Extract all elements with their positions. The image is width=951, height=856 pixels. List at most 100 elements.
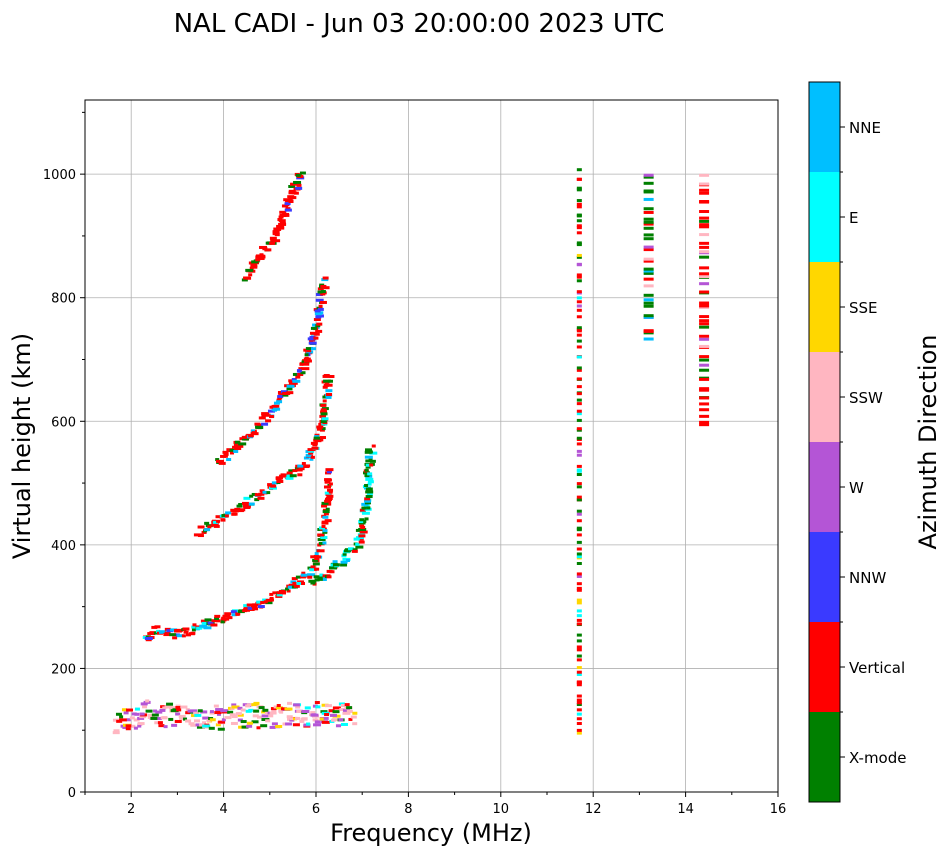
- data-point: [343, 709, 351, 713]
- series-O-trace: [142, 468, 334, 642]
- data-point: [282, 591, 287, 595]
- data-point: [576, 304, 582, 308]
- data-point: [291, 577, 298, 581]
- data-point: [269, 725, 276, 729]
- data-point: [699, 322, 710, 326]
- data-point: [321, 501, 329, 505]
- data-point: [193, 533, 202, 537]
- data-point: [193, 711, 200, 715]
- data-point: [269, 405, 278, 409]
- data-point: [358, 540, 365, 544]
- data-point: [576, 540, 582, 544]
- data-point: [699, 275, 710, 279]
- data-point: [576, 326, 582, 330]
- data-point: [364, 474, 370, 478]
- data-point: [209, 710, 214, 714]
- data-point: [268, 598, 274, 602]
- data-point: [322, 385, 328, 389]
- data-point: [151, 625, 158, 629]
- data-point: [315, 324, 321, 328]
- data-point: [326, 383, 333, 387]
- data-point: [327, 379, 333, 383]
- data-point: [278, 215, 284, 219]
- data-point: [164, 705, 173, 709]
- data-point: [215, 708, 224, 712]
- data-point: [325, 507, 330, 511]
- data-point: [245, 268, 254, 272]
- data-point: [576, 224, 582, 228]
- data-point: [348, 547, 355, 551]
- data-point: [643, 245, 654, 249]
- data-point: [256, 726, 261, 730]
- data-point: [271, 709, 277, 713]
- data-point: [293, 584, 300, 588]
- data-point: [576, 296, 582, 300]
- data-point: [237, 718, 243, 722]
- data-point: [163, 725, 168, 729]
- data-point: [206, 719, 212, 723]
- data-point: [252, 603, 259, 607]
- data-point: [363, 499, 371, 503]
- colorbar: X-mode Vertical NNW W SSW SSE E NNE: [808, 81, 906, 803]
- data-point: [224, 514, 229, 518]
- data-point: [699, 200, 710, 204]
- data-point: [245, 704, 251, 708]
- data-point: [699, 216, 710, 220]
- data-point: [699, 423, 710, 427]
- data-point: [188, 722, 195, 726]
- data-point: [221, 616, 226, 620]
- data-point: [244, 503, 250, 507]
- data-point: [317, 307, 324, 311]
- data-point: [576, 428, 582, 432]
- data-point: [286, 471, 293, 475]
- data-point: [194, 713, 202, 717]
- colorbar-segment: [809, 712, 840, 802]
- data-point: [314, 720, 321, 724]
- x-tick-label: 16: [770, 802, 787, 817]
- data-point: [208, 726, 215, 730]
- data-point: [699, 319, 710, 323]
- data-point: [303, 456, 309, 460]
- data-point: [319, 300, 327, 304]
- data-point: [272, 591, 279, 595]
- data-point: [643, 315, 654, 319]
- data-point: [576, 449, 582, 453]
- data-point: [576, 485, 582, 489]
- data-point: [361, 506, 367, 510]
- data-point: [265, 719, 271, 723]
- data-point: [145, 635, 151, 639]
- data-point: [274, 233, 280, 237]
- data-point: [355, 545, 364, 549]
- data-point: [270, 707, 277, 711]
- data-point: [168, 717, 174, 721]
- data-point: [279, 210, 287, 214]
- data-point: [322, 541, 327, 545]
- data-point: [699, 191, 710, 195]
- data-point: [576, 519, 582, 523]
- data-point: [322, 577, 327, 581]
- data-point: [576, 366, 582, 370]
- data-point: [222, 454, 228, 458]
- data-point: [312, 443, 318, 447]
- data-point: [318, 542, 324, 546]
- colorbar-tick-label: SSW: [849, 389, 883, 407]
- data-point: [288, 379, 296, 383]
- data-point: [299, 719, 305, 723]
- data-point: [364, 501, 371, 505]
- data-point: [261, 422, 269, 426]
- data-point: [576, 694, 582, 698]
- data-point: [699, 301, 710, 305]
- data-point: [576, 402, 582, 406]
- data-point: [576, 398, 582, 402]
- data-point: [317, 314, 324, 318]
- data-point: [643, 284, 654, 288]
- data-point: [225, 511, 232, 515]
- data-point: [322, 529, 328, 533]
- data-point: [139, 712, 145, 716]
- data-point: [576, 333, 582, 337]
- data-point: [299, 575, 306, 579]
- data-point: [309, 457, 314, 461]
- data-point: [576, 701, 582, 705]
- data-point: [576, 205, 582, 209]
- data-point: [307, 337, 316, 341]
